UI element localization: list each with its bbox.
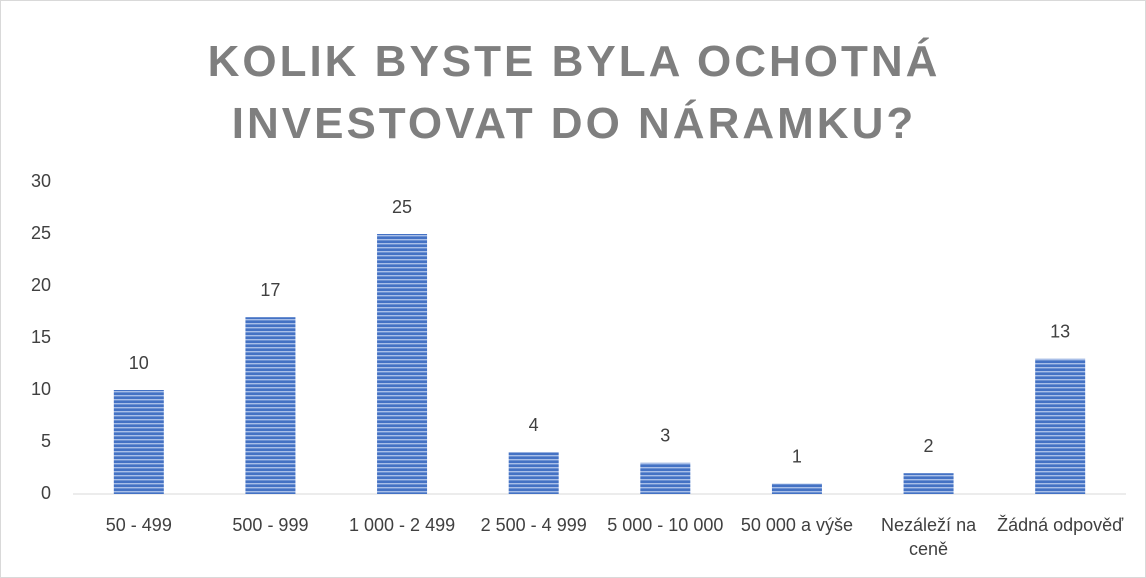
bar (245, 317, 296, 494)
y-tick-label: 15 (31, 327, 51, 347)
bar (640, 462, 691, 494)
data-label: 3 (660, 426, 670, 446)
data-label: 13 (1050, 322, 1070, 342)
data-label: 1 (792, 446, 802, 466)
x-tick-label: Nezáleží na ceně (881, 515, 977, 559)
y-tick-label: 10 (31, 379, 51, 399)
bar (771, 483, 822, 494)
x-tick-label: 2 500 - 4 999 (480, 515, 587, 535)
x-tick-label: 5 000 - 10 000 (607, 515, 724, 535)
x-tick-label: 50 000 a výše (740, 515, 853, 535)
x-tick-label: Žádná odpověď (997, 515, 1124, 535)
data-label: 17 (260, 280, 280, 300)
bar (508, 452, 559, 494)
y-tick-label: 25 (31, 223, 51, 243)
y-tick-label: 0 (41, 483, 51, 503)
y-tick-label: 5 (41, 431, 51, 451)
y-tick-label: 30 (31, 171, 51, 191)
x-tick-label: 500 - 999 (232, 515, 309, 535)
data-label: 10 (129, 353, 149, 373)
y-tick-label: 20 (31, 275, 51, 295)
data-label: 25 (392, 197, 412, 217)
bar (113, 390, 164, 494)
x-tick-label: 50 - 499 (105, 515, 172, 535)
bar (903, 473, 954, 494)
bar (1035, 358, 1086, 494)
data-label: 4 (529, 415, 539, 435)
chart-title: KOLIK BYSTE BYLA OCHOTNÁ INVESTOVAT DO N… (207, 37, 941, 148)
data-label: 2 (924, 436, 934, 456)
bar (377, 234, 428, 494)
x-tick-label: 1 000 - 2 499 (349, 515, 456, 535)
